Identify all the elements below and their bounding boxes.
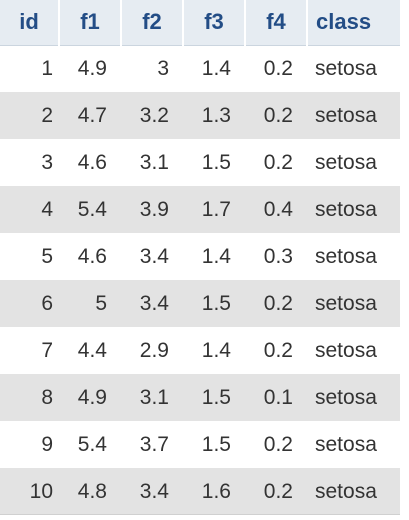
cell-id: 10 <box>29 479 53 503</box>
table-header: id f1 f2 f3 f4 class <box>0 0 400 46</box>
table-row: 5 4.6 3.4 1.4 0.3 setosa <box>0 233 400 280</box>
cell-id: 6 <box>41 291 53 315</box>
cell-f4: 0.1 <box>263 385 293 409</box>
cell-f2: 3.2 <box>139 103 169 127</box>
cell-class: setosa <box>315 291 377 315</box>
column-header-f4[interactable]: f4 <box>245 0 308 46</box>
table-row: 4 5.4 3.9 1.7 0.4 setosa <box>0 186 400 233</box>
cell-class: setosa <box>315 103 377 127</box>
cell-f2: 3 <box>157 56 169 80</box>
cell-f4: 0.2 <box>263 56 293 80</box>
table-row: 6 5 3.4 1.5 0.2 setosa <box>0 280 400 327</box>
cell-f4: 0.2 <box>263 103 293 127</box>
cell-class: setosa <box>315 197 377 221</box>
cell-f4: 0.4 <box>263 197 293 221</box>
column-header-class[interactable]: class <box>307 0 400 46</box>
column-header-f3[interactable]: f3 <box>183 0 246 46</box>
cell-f1: 4.6 <box>77 150 107 174</box>
cell-f1: 5 <box>95 291 107 315</box>
table-row: 1 4.9 3 1.4 0.2 setosa <box>0 45 400 92</box>
cell-f4: 0.2 <box>263 432 293 456</box>
cell-f1: 4.7 <box>77 103 107 127</box>
table-row: 2 4.7 3.2 1.3 0.2 setosa <box>0 92 400 139</box>
cell-f1: 4.8 <box>77 479 107 503</box>
table-row: 8 4.9 3.1 1.5 0.1 setosa <box>0 374 400 421</box>
table-row: 10 4.8 3.4 1.6 0.2 setosa <box>0 468 400 515</box>
column-header-f1[interactable]: f1 <box>59 0 122 46</box>
cell-id: 5 <box>41 244 53 268</box>
cell-id: 7 <box>41 338 53 362</box>
cell-f2: 3.4 <box>139 479 169 503</box>
header-row: id f1 f2 f3 f4 class <box>0 0 400 46</box>
cell-f2: 3.4 <box>139 291 169 315</box>
cell-id: 9 <box>41 432 53 456</box>
cell-f3: 1.6 <box>201 479 231 503</box>
cell-class: setosa <box>315 244 377 268</box>
cell-id: 8 <box>41 385 53 409</box>
cell-f3: 1.7 <box>201 197 231 221</box>
cell-f2: 3.7 <box>139 432 169 456</box>
cell-class: setosa <box>315 479 377 503</box>
cell-f4: 0.2 <box>263 291 293 315</box>
cell-class: setosa <box>315 338 377 362</box>
cell-f3: 1.3 <box>201 103 231 127</box>
cell-id: 3 <box>41 150 53 174</box>
cell-f4: 0.2 <box>263 338 293 362</box>
cell-id: 4 <box>41 197 53 221</box>
cell-f1: 5.4 <box>77 432 107 456</box>
cell-f3: 1.4 <box>201 338 231 362</box>
cell-f3: 1.5 <box>201 291 231 315</box>
cell-f1: 4.4 <box>77 338 107 362</box>
cell-f4: 0.2 <box>263 150 293 174</box>
cell-f2: 3.1 <box>139 150 169 174</box>
cell-f1: 4.6 <box>77 244 107 268</box>
table-row: 3 4.6 3.1 1.5 0.2 setosa <box>0 139 400 186</box>
cell-f3: 1.4 <box>201 56 231 80</box>
cell-class: setosa <box>315 150 377 174</box>
column-header-id[interactable]: id <box>0 0 60 46</box>
data-table: id f1 f2 f3 f4 class 1 4.9 3 1.4 0.2 set… <box>0 0 400 515</box>
cell-id: 2 <box>41 103 53 127</box>
cell-f3: 1.5 <box>201 150 231 174</box>
cell-id: 1 <box>41 56 53 80</box>
cell-f2: 3.1 <box>139 385 169 409</box>
table-bottom-border <box>0 514 400 515</box>
cell-f2: 3.9 <box>139 197 169 221</box>
cell-class: setosa <box>315 432 377 456</box>
cell-f3: 1.5 <box>201 385 231 409</box>
cell-f1: 5.4 <box>77 197 107 221</box>
cell-class: setosa <box>315 385 377 409</box>
table-body: 1 4.9 3 1.4 0.2 setosa 2 4.7 3.2 1.3 0.2… <box>0 45 400 515</box>
cell-f4: 0.2 <box>263 479 293 503</box>
cell-f2: 3.4 <box>139 244 169 268</box>
cell-f3: 1.4 <box>201 244 231 268</box>
cell-class: setosa <box>315 56 377 80</box>
column-header-f2[interactable]: f2 <box>121 0 184 46</box>
table-row: 7 4.4 2.9 1.4 0.2 setosa <box>0 327 400 374</box>
cell-f1: 4.9 <box>77 385 107 409</box>
cell-f4: 0.3 <box>263 244 293 268</box>
table-row: 9 5.4 3.7 1.5 0.2 setosa <box>0 421 400 468</box>
cell-f2: 2.9 <box>139 338 169 362</box>
cell-f3: 1.5 <box>201 432 231 456</box>
cell-f1: 4.9 <box>77 56 107 80</box>
